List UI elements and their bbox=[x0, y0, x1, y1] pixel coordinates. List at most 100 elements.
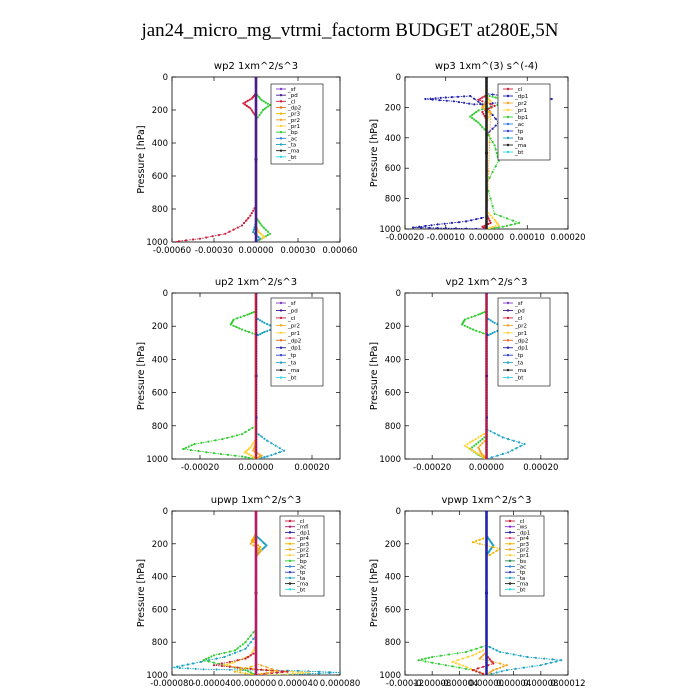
y-tick-label: 0 bbox=[163, 507, 168, 517]
series-point-dp1 bbox=[434, 97, 437, 100]
series-point-bp bbox=[223, 651, 226, 655]
series-point-ta bbox=[191, 662, 195, 665]
series-point-bp bbox=[235, 325, 238, 329]
series-point-dp1 bbox=[479, 102, 482, 106]
series-point-pr2 bbox=[483, 107, 486, 110]
series-point-cl bbox=[482, 112, 485, 115]
series-point-cl bbox=[482, 665, 485, 668]
series-point-pr1 bbox=[454, 662, 457, 665]
legend-entry: _dp1 bbox=[516, 530, 530, 536]
series-point-bp bbox=[475, 329, 478, 332]
y-tick-label: 600 bbox=[152, 389, 168, 399]
legend-entry: _pr1 bbox=[516, 553, 529, 559]
series-point-ta bbox=[531, 665, 534, 668]
series-point-pr2 bbox=[265, 666, 268, 669]
series-point-pr1 bbox=[243, 451, 246, 454]
series-point-bp bbox=[465, 667, 468, 671]
series-point-dp1 bbox=[438, 99, 441, 102]
series-point-ta bbox=[244, 647, 247, 650]
series-point-cl bbox=[475, 670, 478, 673]
series-point-ta bbox=[266, 439, 269, 442]
series-point-bp bbox=[240, 433, 244, 436]
legend-entry: _ma bbox=[516, 582, 528, 588]
series-point-cl bbox=[247, 655, 250, 659]
series-point-dp1 bbox=[494, 124, 497, 127]
legend-marker bbox=[279, 331, 283, 335]
series-point-bp bbox=[505, 217, 508, 220]
series-line-cl bbox=[172, 77, 257, 242]
legend-entry: _bt bbox=[296, 587, 306, 593]
series-point-pd bbox=[485, 416, 489, 419]
series-point-dp1 bbox=[469, 94, 472, 98]
legend-marker bbox=[506, 143, 510, 147]
series-point-pr2 bbox=[249, 542, 252, 545]
series-point-bp bbox=[493, 226, 496, 229]
y-tick-label: 1000 bbox=[146, 238, 168, 248]
series-point-ta bbox=[257, 318, 260, 321]
series-point-bp bbox=[424, 660, 427, 663]
series-point-cl bbox=[198, 237, 202, 240]
series-point-bp bbox=[451, 665, 454, 668]
y-tick-label: 0 bbox=[163, 73, 168, 83]
series-point-ta bbox=[544, 662, 548, 666]
series-point-ta bbox=[549, 661, 553, 664]
series-point-pr1 bbox=[286, 673, 289, 675]
series-point-pr2 bbox=[260, 549, 263, 552]
series-point-bp bbox=[266, 230, 269, 233]
series-point-cl bbox=[492, 662, 495, 665]
series-point-dp1 bbox=[450, 221, 453, 224]
profile-panel-1: wp2 1xm^2/s^3 Pressure [hPa] 0 200 400 600 800… bbox=[136, 61, 358, 256]
series-point-pr1 bbox=[477, 436, 480, 439]
series-point-pr3 bbox=[249, 673, 252, 675]
y-tick-label: 800 bbox=[152, 638, 168, 648]
series-point-ta bbox=[492, 647, 495, 650]
series-point-ta bbox=[495, 671, 498, 674]
x-tick-label: 0.00020 bbox=[523, 463, 558, 473]
series-point-ta bbox=[181, 664, 184, 667]
series-point-bp bbox=[477, 121, 480, 124]
legend-entry: _ac bbox=[516, 565, 526, 571]
legend-marker bbox=[279, 301, 283, 305]
series-point-pr2 bbox=[260, 672, 263, 675]
series-point-ta bbox=[176, 665, 179, 668]
legend-marker bbox=[288, 519, 292, 523]
series-point-pr3 bbox=[492, 551, 495, 554]
legend-entry: _pr2 bbox=[516, 547, 529, 553]
legend-marker bbox=[508, 565, 512, 568]
series-point-dp1 bbox=[473, 103, 476, 106]
series-point-pd bbox=[254, 157, 258, 162]
series-point-bp bbox=[469, 115, 472, 118]
legend-marker bbox=[288, 582, 292, 585]
legend-box bbox=[499, 515, 545, 597]
series-point-ta bbox=[526, 655, 529, 659]
series-point-bp bbox=[184, 446, 188, 449]
series-point-bp bbox=[501, 225, 504, 228]
legend-entry: _cl bbox=[516, 519, 525, 525]
series-point-ta bbox=[263, 437, 266, 440]
series-point-cl bbox=[240, 224, 244, 227]
series-point-bp bbox=[260, 111, 263, 114]
series-point-pr2 bbox=[480, 452, 483, 455]
y-axis-label: Pressure [hPa] bbox=[136, 125, 147, 193]
series-point-dp1 bbox=[477, 100, 480, 103]
series-point-pr3 bbox=[495, 549, 498, 552]
series-point-dp1 bbox=[463, 101, 466, 104]
series-line-pr1 bbox=[451, 511, 487, 675]
series-point-pr2 bbox=[481, 453, 484, 456]
series-point-bp bbox=[479, 312, 482, 315]
series-point-ta bbox=[263, 330, 266, 334]
series-point-cl bbox=[245, 219, 248, 222]
series-point-cl bbox=[244, 101, 247, 104]
series-point-bp bbox=[511, 219, 515, 222]
series-point-bp bbox=[481, 311, 484, 314]
x-tick-label: 0.00020 bbox=[550, 233, 585, 243]
series-point-cl bbox=[250, 97, 253, 100]
series-point-dp1 bbox=[430, 224, 433, 227]
figure-title: jan24_micro_mg_vtrmi_factorm BUDGET at28… bbox=[141, 20, 559, 41]
series-point-pr1 bbox=[475, 652, 478, 655]
legend-marker bbox=[279, 112, 283, 115]
series-point-pr1 bbox=[247, 447, 251, 450]
legend-marker bbox=[288, 548, 292, 551]
series-point-ta bbox=[252, 637, 255, 641]
series-point-bp bbox=[494, 165, 497, 168]
